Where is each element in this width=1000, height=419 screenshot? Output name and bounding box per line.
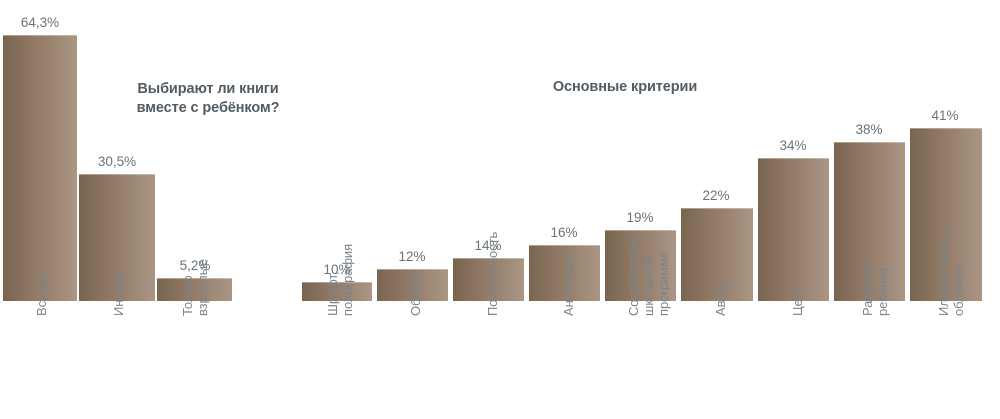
bar-right-4-value: 19% xyxy=(626,210,654,225)
bar-right-0-value: 10% xyxy=(323,262,351,277)
bar-right-6 xyxy=(758,158,829,301)
chart-right-title: Основные критерии xyxy=(552,79,698,95)
bar-right-5 xyxy=(681,208,753,301)
bar-right-4 xyxy=(605,230,676,301)
bar-right-8-value: 41% xyxy=(931,108,959,123)
bar-right-1 xyxy=(377,269,448,301)
bar-right-7-value: 38% xyxy=(855,122,883,137)
bar-right-3 xyxy=(529,245,600,301)
chart-right: Основные критерии 10% Шрифт, полиграфия … xyxy=(290,0,1000,419)
bar-left-2 xyxy=(157,278,232,301)
chart-right-plot-area: 10% Шрифт, полиграфия 12% Объём 14% Попу… xyxy=(290,0,1000,316)
bar-right-2-value: 14% xyxy=(474,238,502,253)
bar-right-6-value: 34% xyxy=(779,138,807,153)
bar-right-5-value: 22% xyxy=(702,188,730,203)
bar-left-1-category: Иногда xyxy=(111,273,126,316)
chart-left: Выбирают ли книги вместе с ребёнком? 64,… xyxy=(0,0,290,419)
bar-left-1 xyxy=(79,174,155,301)
chart-left-plot-area: 64,3% Всегда 30,5% Иногда 5,2% Только вз… xyxy=(0,0,290,316)
bar-left-0-category: Всегда xyxy=(34,275,49,316)
chart-left-title: Выбирают ли книги вместе с ребёнком? xyxy=(136,81,280,116)
bar-right-8-category: Иллюстрации, обложка xyxy=(936,230,966,316)
bar-left-0-value: 64,3% xyxy=(20,15,60,30)
bar-left-0 xyxy=(3,35,77,301)
bar-left-1-value: 30,5% xyxy=(97,154,137,169)
bar-left-2-category: Только взрослые xyxy=(180,258,210,316)
bar-right-4-category: Соответствие школьной программе xyxy=(626,234,671,316)
bar-right-1-value: 12% xyxy=(398,249,426,264)
bar-right-0 xyxy=(302,282,372,301)
bar-right-6-category: Цена xyxy=(790,285,805,316)
bar-right-7-category: Развитие ребёнка xyxy=(860,260,890,316)
bar-right-7 xyxy=(834,142,905,301)
bar-right-2-category: Популярность xyxy=(485,231,500,316)
bar-right-2 xyxy=(453,258,524,301)
bar-right-3-value: 16% xyxy=(550,225,578,240)
bar-right-5-category: Автор xyxy=(713,280,728,316)
bar-right-8 xyxy=(910,128,982,301)
bar-left-2-value: 5,2% xyxy=(179,258,211,273)
bar-right-1-category: Объём xyxy=(408,275,423,316)
bar-right-3-category: Аннотация xyxy=(561,252,576,316)
bar-right-0-category: Шрифт, полиграфия xyxy=(325,243,355,316)
